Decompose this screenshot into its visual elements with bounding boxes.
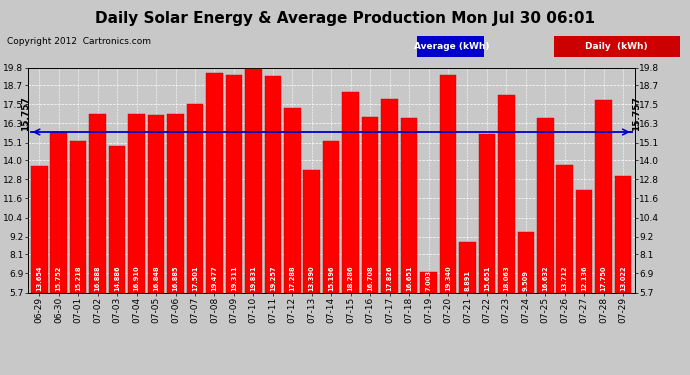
Text: 15.651: 15.651 <box>484 266 490 291</box>
Bar <box>459 242 475 292</box>
Bar <box>70 141 86 292</box>
Text: 13.712: 13.712 <box>562 265 568 291</box>
Bar <box>537 118 553 292</box>
Bar <box>615 176 631 292</box>
Bar <box>304 170 320 292</box>
Text: 18.286: 18.286 <box>348 265 354 291</box>
Bar <box>382 99 398 292</box>
Text: 17.826: 17.826 <box>386 265 393 291</box>
Text: 19.340: 19.340 <box>445 265 451 291</box>
Text: 16.885: 16.885 <box>172 266 179 291</box>
Text: 15.218: 15.218 <box>75 266 81 291</box>
Text: 13.022: 13.022 <box>620 265 626 291</box>
Text: 16.910: 16.910 <box>134 265 139 291</box>
Text: 15.196: 15.196 <box>328 266 334 291</box>
Text: 16.888: 16.888 <box>95 265 101 291</box>
FancyBboxPatch shape <box>417 36 484 57</box>
Bar <box>576 190 593 292</box>
Bar <box>128 114 145 292</box>
Text: 17.501: 17.501 <box>192 266 198 291</box>
Bar <box>518 232 534 292</box>
Bar <box>245 67 262 292</box>
Bar <box>342 92 359 292</box>
Text: 19.257: 19.257 <box>270 266 276 291</box>
Bar <box>323 141 339 292</box>
Bar <box>167 114 184 292</box>
Text: 16.708: 16.708 <box>367 265 373 291</box>
FancyBboxPatch shape <box>554 36 680 57</box>
Bar <box>420 272 437 292</box>
Bar <box>90 114 106 292</box>
Text: 17.750: 17.750 <box>601 266 607 291</box>
Text: 12.136: 12.136 <box>581 265 587 291</box>
Bar <box>284 108 301 292</box>
Text: 15.757: 15.757 <box>632 96 641 131</box>
Text: 19.477: 19.477 <box>211 265 217 291</box>
Text: Daily Solar Energy & Average Production Mon Jul 30 06:01: Daily Solar Energy & Average Production … <box>95 11 595 26</box>
Bar <box>148 115 164 292</box>
Bar <box>187 104 204 292</box>
Bar <box>50 132 67 292</box>
Bar <box>401 118 417 292</box>
Text: 13.390: 13.390 <box>308 265 315 291</box>
Text: 14.886: 14.886 <box>114 265 120 291</box>
Text: 19.831: 19.831 <box>250 265 257 291</box>
Text: 8.891: 8.891 <box>464 270 471 291</box>
Bar <box>440 75 456 292</box>
Text: Daily  (kWh): Daily (kWh) <box>584 42 647 51</box>
Bar <box>479 134 495 292</box>
Text: 19.311: 19.311 <box>231 265 237 291</box>
Bar <box>206 73 223 292</box>
Bar <box>31 166 48 292</box>
Bar <box>226 75 242 292</box>
Text: 16.651: 16.651 <box>406 266 412 291</box>
Text: 17.288: 17.288 <box>289 265 295 291</box>
Bar <box>109 146 126 292</box>
Text: Average (kWh): Average (kWh) <box>414 42 489 51</box>
Text: Copyright 2012  Cartronics.com: Copyright 2012 Cartronics.com <box>7 38 151 46</box>
Text: 9.509: 9.509 <box>523 270 529 291</box>
Bar <box>595 100 612 292</box>
Bar <box>264 76 281 292</box>
Text: 16.848: 16.848 <box>153 265 159 291</box>
Text: 7.003: 7.003 <box>426 270 431 291</box>
Bar <box>556 165 573 292</box>
Text: 13.654: 13.654 <box>37 266 42 291</box>
Text: 15.757: 15.757 <box>21 96 30 131</box>
Bar <box>362 117 378 292</box>
Bar <box>498 95 515 292</box>
Text: 15.752: 15.752 <box>56 266 61 291</box>
Text: 16.632: 16.632 <box>542 265 549 291</box>
Text: 18.063: 18.063 <box>503 265 509 291</box>
